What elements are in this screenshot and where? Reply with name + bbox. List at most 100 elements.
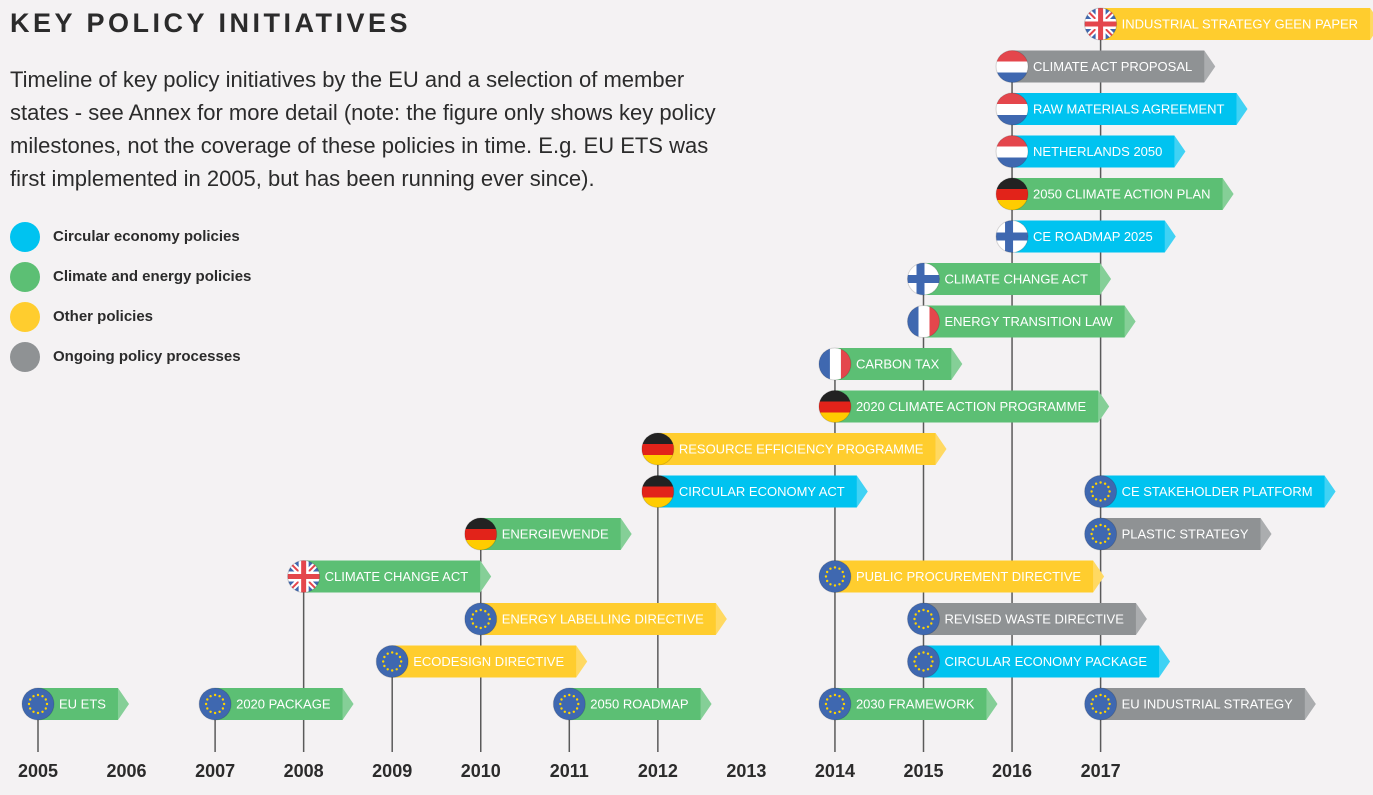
legend-swatch bbox=[10, 222, 40, 252]
initiative: CLIMATE CHANGE ACT bbox=[287, 560, 492, 593]
initiative: 2030 FRAMEWORK bbox=[818, 687, 998, 721]
initiative: CE STAKEHOLDER PLATFORM bbox=[1084, 475, 1336, 508]
initiative-label: 2050 CLIMATE ACTION PLAN bbox=[1033, 186, 1211, 201]
flag-icon bbox=[1084, 687, 1118, 721]
flag-icon bbox=[818, 560, 852, 593]
legend-label: Ongoing policy processes bbox=[53, 348, 241, 365]
flag-icon bbox=[995, 220, 1029, 253]
initiative: RESOURCE EFFICIENCY PROGRAMME bbox=[641, 432, 947, 466]
flag-icon bbox=[995, 50, 1029, 83]
flag-icon bbox=[552, 687, 586, 721]
year-label: 2015 bbox=[903, 761, 943, 781]
initiatives: EU ETS 2020 PACKAGE CLIMATE CHANGE ACT ECOD… bbox=[21, 7, 1373, 721]
year-label: 2009 bbox=[372, 761, 412, 781]
initiative-banner bbox=[569, 688, 712, 720]
initiative-banner bbox=[480, 603, 727, 635]
initiative: PUBLIC PROCUREMENT DIRECTIVE bbox=[818, 560, 1105, 593]
initiative-banner bbox=[657, 475, 868, 508]
legend-swatch bbox=[10, 262, 40, 292]
initiative: CIRCULAR ECONOMY ACT bbox=[641, 475, 868, 508]
year-label: 2012 bbox=[638, 761, 678, 781]
initiative: 2020 CLIMATE ACTION PROGRAMME bbox=[818, 390, 1110, 423]
initiative: EU ETS bbox=[21, 687, 129, 721]
initiative: ECODESIGN DIRECTIVE bbox=[375, 645, 588, 678]
flag-icon bbox=[995, 92, 1029, 126]
initiative-banner bbox=[923, 645, 1171, 678]
initiative-banner bbox=[38, 688, 129, 720]
initiative: 2020 PACKAGE bbox=[198, 687, 354, 721]
initiative-banner bbox=[923, 603, 1147, 635]
flag-icon bbox=[907, 602, 940, 636]
initiative-label: PUBLIC PROCUREMENT DIRECTIVE bbox=[856, 569, 1081, 584]
flag-icon bbox=[907, 262, 940, 296]
initiative-banner bbox=[480, 518, 632, 550]
legend-label: Other policies bbox=[53, 308, 153, 325]
initiative-label: 2030 FRAMEWORK bbox=[856, 696, 975, 711]
initiative-banner bbox=[1012, 178, 1234, 210]
legend-swatch bbox=[10, 342, 40, 372]
initiative: PLASTIC STRATEGY bbox=[1084, 517, 1272, 551]
flag-icon bbox=[907, 305, 940, 338]
initiative: CLIMATE CHANGE ACT bbox=[907, 262, 1112, 296]
year-label: 2013 bbox=[726, 761, 766, 781]
initiative-label: PLASTIC STRATEGY bbox=[1122, 526, 1249, 541]
initiative-label: CLIMATE ACT PROPOSAL bbox=[1033, 59, 1192, 74]
initiative-banner bbox=[303, 560, 492, 593]
year-label: 2011 bbox=[550, 761, 589, 781]
initiative-banner bbox=[923, 305, 1136, 338]
initiative-label: CE ROADMAP 2025 bbox=[1033, 229, 1153, 244]
initiative-label: ENERGY TRANSITION LAW bbox=[945, 314, 1114, 329]
initiative: ENERGY LABELLING DIRECTIVE bbox=[464, 602, 727, 636]
flag-icon bbox=[818, 347, 852, 381]
initiative-label: CARBON TAX bbox=[856, 356, 940, 371]
initiative-banner bbox=[1100, 518, 1272, 550]
flag-icon bbox=[287, 560, 321, 593]
description-line: Timeline of key policy initiatives by th… bbox=[10, 67, 684, 92]
initiative: ENERGIEWENDE bbox=[464, 517, 632, 551]
initiative-banner bbox=[834, 390, 1110, 423]
initiative-label: EU INDUSTRIAL STRATEGY bbox=[1122, 696, 1294, 711]
initiative-label: 2020 PACKAGE bbox=[236, 696, 331, 711]
initiative-banner bbox=[1012, 220, 1176, 253]
description-line: first implemented in 2005, but has been … bbox=[10, 166, 595, 191]
initiative-label: CIRCULAR ECONOMY ACT bbox=[679, 484, 845, 499]
initiative-label: CE STAKEHOLDER PLATFORM bbox=[1122, 484, 1313, 499]
initiative-banner bbox=[1100, 688, 1316, 720]
year-label: 2017 bbox=[1081, 761, 1121, 781]
legend-swatch bbox=[10, 302, 40, 332]
initiative-label: ENERGIEWENDE bbox=[502, 526, 609, 541]
initiative: ENERGY TRANSITION LAW bbox=[907, 305, 1136, 338]
flag-icon bbox=[995, 177, 1029, 211]
initiative-banner bbox=[834, 560, 1105, 593]
initiative: NETHERLANDS 2050 bbox=[995, 135, 1186, 168]
flag-icon bbox=[198, 687, 232, 721]
flag-icon bbox=[464, 517, 498, 551]
description-line: states - see Annex for more detail (note… bbox=[10, 100, 716, 125]
initiative-banner bbox=[1012, 135, 1186, 168]
year-label: 2007 bbox=[195, 761, 235, 781]
year-label: 2010 bbox=[461, 761, 501, 781]
initiative: CE ROADMAP 2025 bbox=[995, 220, 1176, 253]
initiative-label: REVISED WASTE DIRECTIVE bbox=[945, 611, 1125, 626]
initiative-label: CLIMATE CHANGE ACT bbox=[945, 271, 1089, 286]
initiative-label: ECODESIGN DIRECTIVE bbox=[413, 654, 564, 669]
description-line: milestones, not the coverage of these po… bbox=[10, 133, 708, 158]
initiative-banner bbox=[834, 688, 998, 720]
initiative-banner bbox=[1100, 475, 1336, 508]
flag-icon bbox=[1084, 475, 1118, 508]
year-label: 2016 bbox=[992, 761, 1032, 781]
year-label: 2006 bbox=[107, 761, 147, 781]
flag-icon bbox=[21, 687, 55, 721]
legend-label: Climate and energy policies bbox=[53, 268, 251, 285]
flag-icon bbox=[641, 475, 675, 508]
initiative-label: ENERGY LABELLING DIRECTIVE bbox=[502, 611, 704, 626]
initiative-banner bbox=[392, 645, 588, 678]
initiative-banner bbox=[923, 263, 1112, 295]
initiative: RAW MATERIALS AGREEMENT bbox=[995, 92, 1248, 126]
flag-icon bbox=[1084, 7, 1118, 41]
year-label: 2005 bbox=[18, 761, 58, 781]
initiative: 2050 ROADMAP bbox=[552, 687, 712, 721]
initiative: CIRCULAR ECONOMY PACKAGE bbox=[907, 645, 1171, 678]
flag-icon bbox=[1084, 517, 1118, 551]
